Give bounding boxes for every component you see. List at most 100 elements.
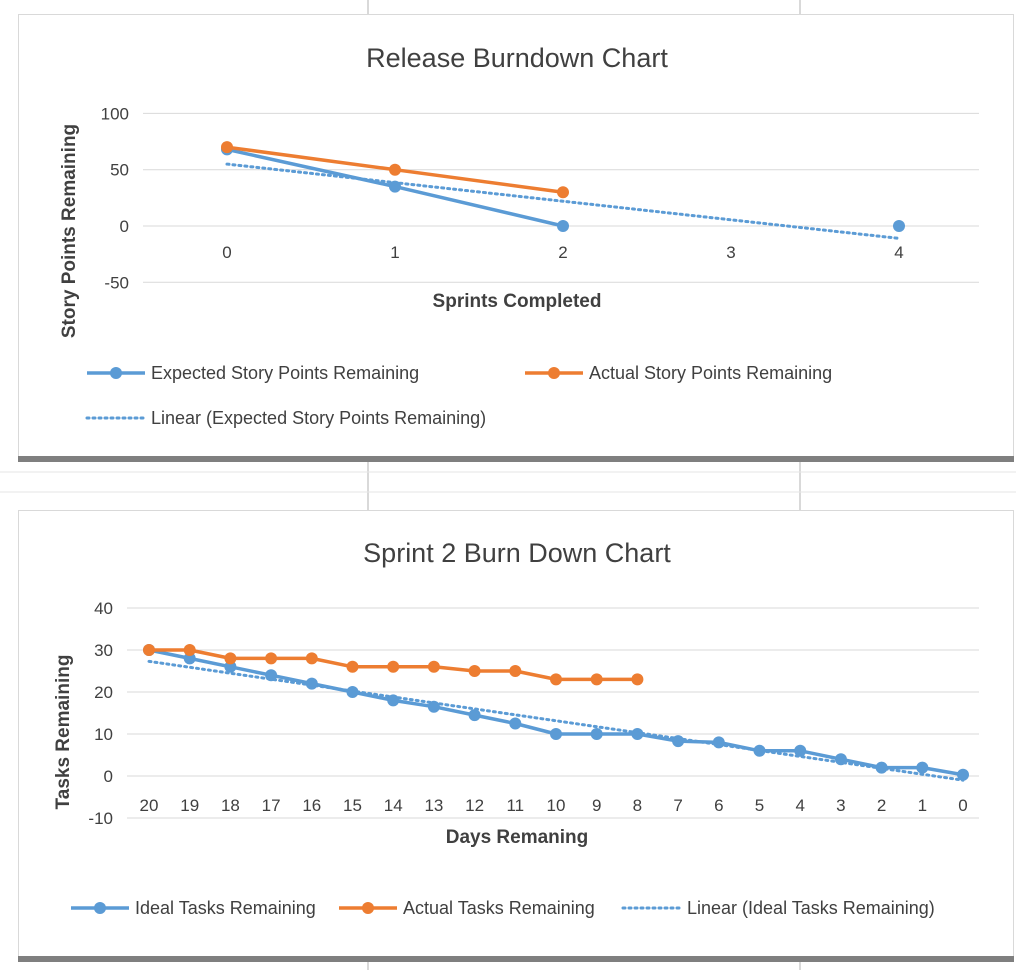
x-tick-label: 12 [465,796,484,815]
data-point [346,660,359,673]
data-point [712,736,725,749]
data-point [387,660,400,673]
data-point [590,673,603,686]
data-point [672,735,685,748]
y-tick-label: -50 [104,273,129,292]
x-tick-label: 7 [673,796,682,815]
x-tick-label: 16 [302,796,321,815]
x-tick-label: 2 [558,243,567,262]
x-tick-label: 18 [221,796,240,815]
release-burndown-chart: Release Burndown Chart 100 50 0 -50 0 1 2 3 4 Spri… [59,43,979,428]
data-point [221,141,233,154]
trendline [147,659,965,782]
legend-label: Ideal Tasks Remaining [135,898,316,918]
data-point [550,728,562,740]
data-point [957,768,969,781]
y-tick-label: -10 [88,809,113,828]
x-tick-label: 14 [384,796,403,815]
data-point [143,644,155,656]
y-tick-label: 50 [110,161,129,180]
data-point [794,744,807,757]
y-tick-label: 0 [120,217,129,236]
series-2 [221,141,569,199]
series-3 [147,659,965,782]
legend-marker [548,367,560,379]
x-tick-label: 3 [726,243,735,262]
x-tick-label: 4 [795,796,804,815]
data-point [224,660,237,673]
data-point [468,709,481,722]
legend-marker [110,367,122,379]
data-point [387,694,400,707]
series-2 [143,644,644,686]
x-axis-label: Days Remaning [446,827,589,848]
x-tick-label: 6 [714,796,723,815]
release-burndown-chart-panel[interactable]: Release Burndown Chart 100 50 0 -50 0 1 2 3 4 Spri… [18,14,1014,460]
data-point [305,652,318,665]
x-tick-label: 0 [222,243,231,262]
x-tick-label: 17 [262,796,281,815]
data-point [427,660,440,673]
y-tick-label: 20 [94,683,113,702]
x-tick-label: 0 [958,796,967,815]
x-axis-label: Sprints Completed [433,291,602,312]
series-3 [225,162,901,240]
chart-title: Release Burndown Chart [366,43,668,73]
x-tick-label: 9 [592,796,601,815]
data-point [916,761,929,774]
legend-entry: Linear (Expected Story Points Remaining) [85,408,486,428]
chart-panel-shadow [18,456,1014,462]
data-point [631,673,644,686]
trendline [225,162,901,240]
y-axis-label: Story Points Remaining [59,124,80,338]
data-point [468,665,481,677]
y-tick-label: 40 [94,599,113,618]
y-tick-label: 30 [94,641,113,660]
sprint-burndown-chart-panel[interactable]: Sprint 2 Burn Down Chart 40 30 20 10 0 -10 20 19… [18,510,1014,960]
x-tick-label: 19 [180,796,199,815]
data-point [590,728,603,740]
x-tick-label: 13 [424,796,443,815]
data-point [265,652,278,665]
chart-panel-shadow [18,956,1014,962]
x-tick-label: 11 [506,796,524,815]
x-tick-label: 1 [918,796,927,815]
y-tick-label: 10 [94,725,113,744]
y-tick-label: 0 [104,767,113,786]
data-point [183,652,196,665]
legend-label: Actual Story Points Remaining [589,363,832,383]
chart-title: Sprint 2 Burn Down Chart [363,538,671,568]
data-point [389,163,401,176]
legend-entry: Expected Story Points Remaining [87,363,419,383]
y-axis-label: Tasks Remaining [53,655,74,810]
x-tick-label: 20 [140,796,159,815]
data-point [183,644,196,656]
x-tick-label: 8 [633,796,642,815]
legend-label: Actual Tasks Remaining [403,898,595,918]
x-tick-label: 3 [836,796,845,815]
data-point [509,665,522,677]
legend-entry: Linear (Ideal Tasks Remaining) [621,898,935,918]
x-tick-label: 5 [755,796,764,815]
series-1 [143,644,969,781]
data-point [509,717,522,730]
legend-entry: Actual Story Points Remaining [525,363,832,383]
legend-label: Linear (Expected Story Points Remaining) [151,408,486,428]
data-point [557,220,569,232]
y-tick-label: 100 [101,104,129,123]
legend-entry: Actual Tasks Remaining [339,898,595,918]
series-1 [221,143,905,232]
x-tick-label: 10 [547,796,566,815]
data-point [389,180,401,193]
data-point [557,186,569,199]
legend-label: Linear (Ideal Tasks Remaining) [687,898,935,918]
data-point [305,677,318,690]
data-point [550,673,562,686]
x-tick-label: 15 [343,796,362,815]
x-tick-label: 1 [390,243,399,262]
legend-marker [94,902,106,914]
x-tick-label: 2 [877,796,886,815]
legend-marker [362,902,374,914]
x-tick-label: 4 [894,243,903,262]
